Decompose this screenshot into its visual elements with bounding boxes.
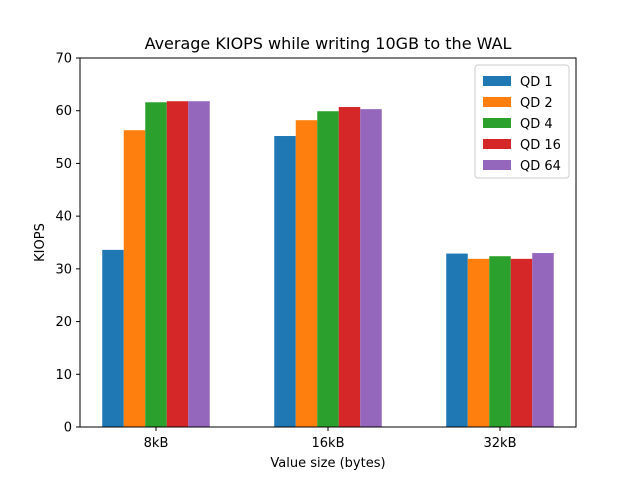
bar-qd-4-16kb (317, 111, 339, 428)
x-tick-label: 16kB (312, 436, 345, 451)
bar-qd-2-8kb (123, 130, 146, 427)
y-axis: 0 10 20 30 40 50 60 70 (55, 52, 80, 436)
legend-swatch (483, 76, 511, 86)
bar-qd-64-32kb (532, 253, 554, 427)
y-tick-label: 60 (55, 104, 72, 119)
y-tick-label: 40 (55, 210, 72, 225)
y-tick-label: 30 (55, 262, 72, 277)
y-tick-label: 70 (55, 52, 72, 67)
legend-label: QD 16 (520, 138, 561, 153)
legend-swatch (483, 118, 511, 128)
legend-box (474, 64, 570, 179)
bar-qd-2-32kb (467, 258, 490, 427)
bar-qd-64-8kb (188, 101, 210, 428)
bar-qd-4-32kb (489, 256, 511, 427)
bar-qd-64-16kb (360, 109, 382, 427)
legend-swatch (483, 97, 511, 107)
legend-label: QD 64 (520, 159, 561, 174)
legend-swatch (483, 139, 511, 149)
legend-swatch (483, 160, 511, 170)
bar-qd-16-16kb (338, 107, 361, 427)
x-axis: 8kB 16kB 32kB (144, 427, 517, 451)
x-tick-label: 8kB (144, 436, 169, 451)
y-tick-label: 50 (55, 157, 72, 172)
legend-label: QD 4 (520, 117, 553, 132)
y-tick-label: 10 (55, 368, 72, 383)
legend-label: QD 2 (520, 96, 553, 111)
legend: QD 1 QD 2 QD 4 QD 16 QD 64 (474, 64, 570, 179)
x-tick-label: 32kB (484, 436, 517, 451)
y-tick-label: 0 (64, 421, 72, 436)
y-axis-title: KIOPS (33, 223, 48, 262)
bars-layer (102, 101, 554, 428)
bar-qd-1-8kb (102, 249, 124, 427)
legend-label: QD 1 (520, 75, 553, 90)
bar-qd-16-32kb (510, 258, 533, 427)
bar-qd-1-16kb (274, 136, 296, 427)
bar-qd-4-8kb (145, 102, 167, 427)
bar-qd-2-16kb (295, 120, 318, 428)
chart-title: Average KIOPS while writing 10GB to the … (145, 34, 512, 53)
y-tick-label: 20 (55, 315, 72, 330)
bar-qd-1-32kb (446, 253, 468, 427)
x-axis-title: Value size (bytes) (270, 456, 385, 471)
bar-qd-16-8kb (166, 101, 189, 428)
